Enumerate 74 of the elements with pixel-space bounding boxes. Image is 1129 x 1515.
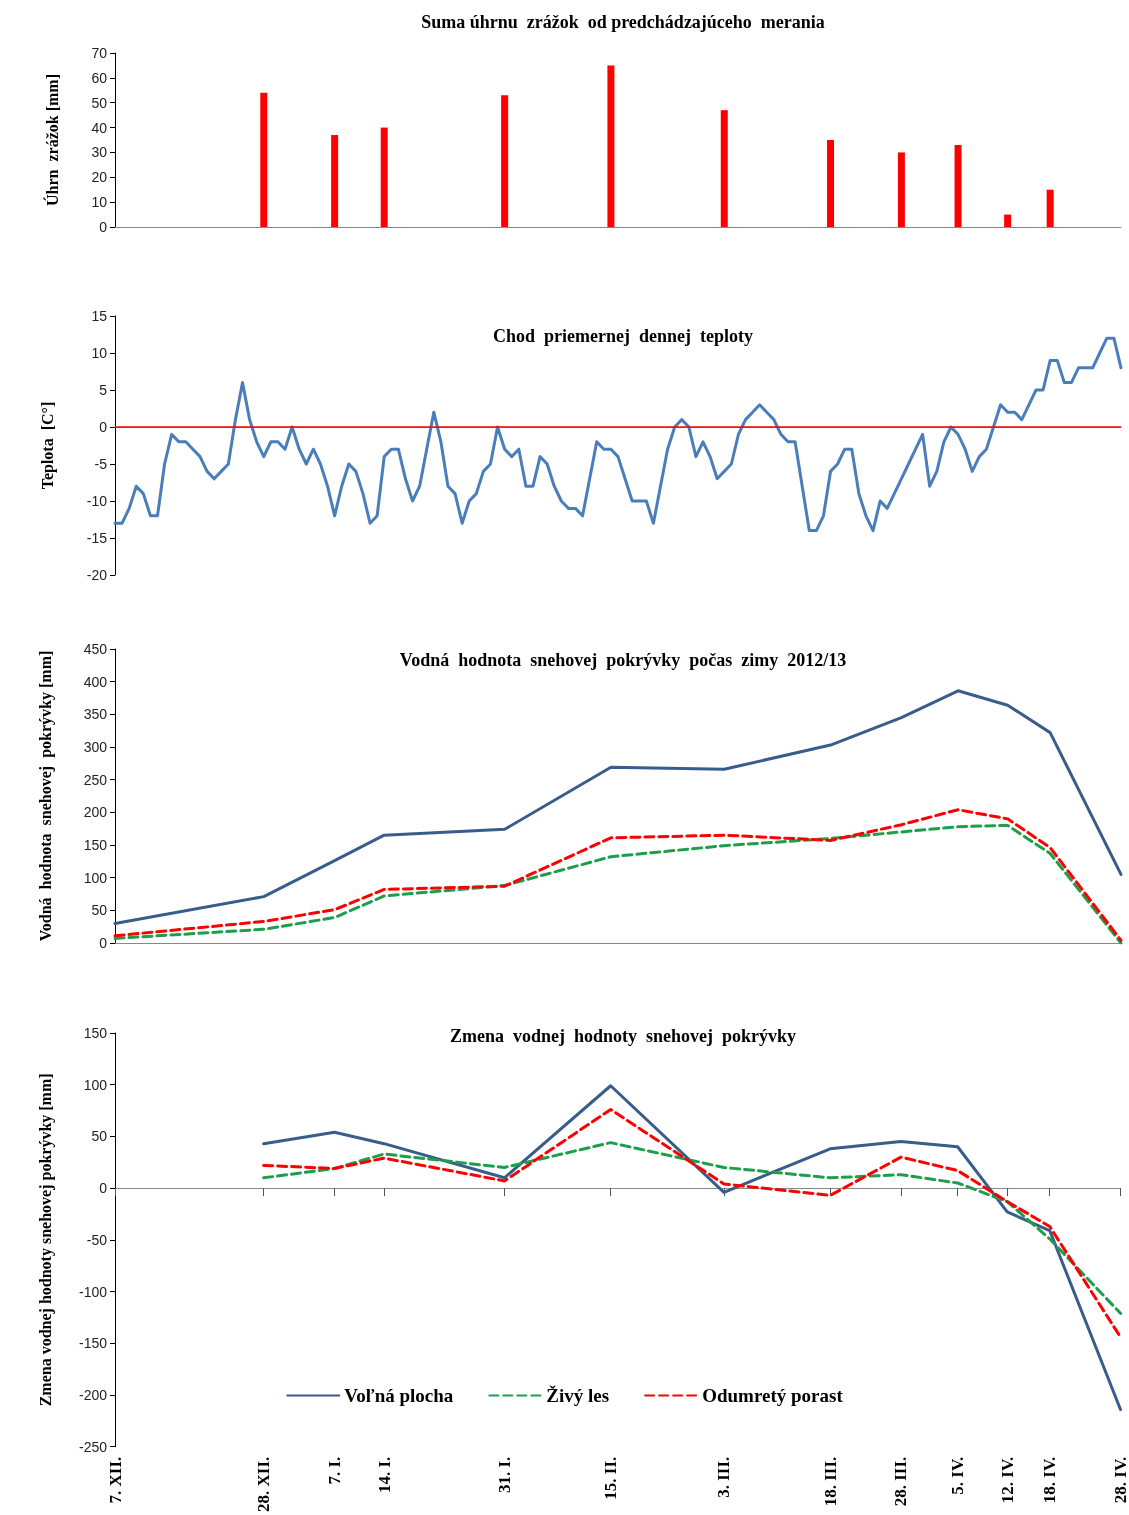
bar <box>501 95 509 227</box>
y-tick-label: 250 <box>83 771 108 788</box>
bar <box>720 110 728 227</box>
y-tick-label: 15 <box>91 308 108 324</box>
y-axis-title: Zmena vodnej hodnoty snehovej pokrývky [mm] <box>36 1073 55 1407</box>
legend-label: Živý les <box>546 1385 610 1406</box>
y-tick-label: 70 <box>91 45 108 61</box>
y-tick-label: 10 <box>91 345 108 361</box>
line-series <box>262 1084 1122 1411</box>
legend-label: Voľná plocha <box>344 1385 454 1406</box>
y-tick-label: 100 <box>83 1076 108 1093</box>
bar <box>331 135 339 227</box>
line-series <box>113 689 1123 925</box>
x-tick-label: 28. III. <box>891 1456 911 1507</box>
x-tick-label: 31. I. <box>494 1456 514 1494</box>
y-tick-label: -200 <box>78 1387 108 1404</box>
y-tick-label: 350 <box>83 706 108 723</box>
y-tick-label: 0 <box>99 219 108 235</box>
y-tick-label: 0 <box>99 1180 108 1197</box>
legend-label: Odumretý porast <box>702 1385 844 1406</box>
x-tick-label: 14. I. <box>374 1456 394 1494</box>
y-axis-title: Teplota [C°] <box>38 401 57 490</box>
y-axis-title: Vodná hodnota snehovej pokrývky [mm] <box>36 650 55 942</box>
y-tick-label: -15 <box>86 530 108 546</box>
y-tick-label: -100 <box>78 1283 108 1300</box>
y-tick-label: 150 <box>83 1025 108 1041</box>
y-tick-label: 10 <box>91 194 108 211</box>
text: Chod priemernej dennej teploty <box>493 326 753 346</box>
x-tick-label: 3. III. <box>714 1456 734 1498</box>
bar <box>827 140 835 227</box>
y-tick-label: 0 <box>99 419 108 435</box>
y-tick-label: 100 <box>83 869 108 886</box>
x-tick-label: 28. IV. <box>1111 1456 1129 1504</box>
bar <box>380 127 388 227</box>
y-axis-title: Úhrn zrážok [mm] <box>42 74 61 206</box>
x-tick-label: 12. IV. <box>997 1456 1017 1504</box>
y-tick-label: -50 <box>86 1231 108 1248</box>
bar <box>260 92 268 227</box>
y-tick-label: 50 <box>91 902 108 919</box>
x-tick-label: 7. I. <box>325 1456 345 1485</box>
y-tick-label: -250 <box>78 1438 108 1455</box>
bar <box>1046 189 1054 227</box>
y-tick-label: 50 <box>91 1128 108 1145</box>
x-tick-label: 15. II. <box>601 1456 621 1500</box>
y-tick-label: 5 <box>99 382 108 398</box>
y-tick-label: 150 <box>83 837 108 853</box>
x-tick-label: 18. III. <box>820 1456 840 1507</box>
x-tick-label: 7. XII. <box>105 1456 125 1504</box>
y-tick-label: 450 <box>83 641 108 657</box>
x-tick-label: 18. IV. <box>1040 1456 1060 1504</box>
x-tick-label: 5. IV. <box>948 1456 968 1495</box>
y-tick-label: 20 <box>91 169 108 186</box>
chart-title: Vodná hodnota snehovej pokrývky počas zimy 2012/13 <box>399 650 847 670</box>
chart-title: Suma úhrnu zrážok od predchádzajúceho merania <box>421 12 825 32</box>
line-series <box>262 1141 1122 1315</box>
y-tick-label: -150 <box>78 1335 108 1352</box>
y-tick-label: -10 <box>86 493 108 509</box>
y-tick-label: 60 <box>91 69 108 86</box>
bar <box>954 144 962 227</box>
y-tick-label: 50 <box>91 94 108 111</box>
y-tick-label: 400 <box>83 673 108 690</box>
y-tick-label: 30 <box>91 144 108 161</box>
y-tick-label: -5 <box>94 456 108 472</box>
x-tick-label: 28. XII. <box>254 1456 274 1513</box>
y-tick-label: 40 <box>91 119 108 136</box>
y-tick-label: 0 <box>99 935 108 951</box>
bar <box>1004 214 1012 227</box>
y-tick-label: -20 <box>86 567 108 583</box>
bar <box>897 152 905 227</box>
bar <box>607 65 615 227</box>
line-series <box>262 1108 1122 1339</box>
y-tick-label: 200 <box>83 804 108 821</box>
chart-title: Zmena vodnej hodnoty snehovej pokrývky <box>449 1026 797 1046</box>
y-tick-label: 300 <box>83 739 108 755</box>
